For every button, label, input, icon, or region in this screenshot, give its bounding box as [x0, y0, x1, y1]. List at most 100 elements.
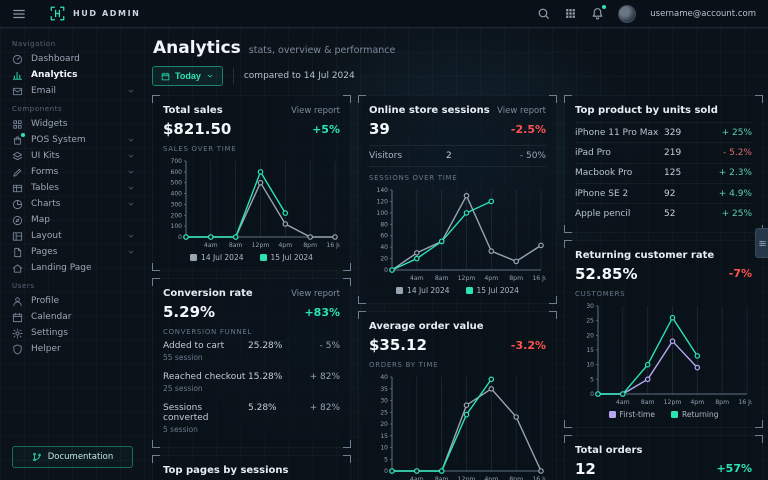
sidebar-item[interactable]: Widgets	[0, 116, 145, 132]
svg-text:4pm: 4pm	[484, 275, 498, 282]
view-report-link[interactable]: View report	[291, 105, 340, 116]
sidebar-item[interactable]: Analytics	[0, 67, 145, 83]
svg-text:4pm: 4pm	[278, 242, 292, 249]
card-title: Returning customer rate	[575, 249, 715, 261]
svg-text:4pm: 4pm	[690, 399, 704, 406]
sessions-delta: -2.5%	[510, 122, 546, 136]
account-email[interactable]: username@account.com	[650, 8, 756, 19]
funnel-step-sessions: 5 session	[163, 425, 198, 434]
topbar: HUD ADMIN username@account.com	[0, 0, 768, 28]
funnel-step-delta: - 5%	[319, 341, 340, 351]
svg-text:5: 5	[384, 456, 388, 463]
sidebar-item[interactable]: Pages	[0, 244, 145, 260]
sidebar-item[interactable]: POS System	[0, 132, 145, 148]
card-corner	[564, 434, 572, 443]
sidebar-item-label: Helper	[31, 344, 61, 354]
card-corner	[358, 311, 366, 319]
svg-text:500: 500	[171, 180, 183, 187]
card-corner	[343, 263, 351, 271]
card-corner	[152, 440, 160, 448]
visitors-delta: - 50%	[519, 151, 546, 161]
customers-chart: 0 5 10 15 20 25 30 4am 8am 12pm 4pm 8pm 16 Jul	[575, 301, 752, 407]
documentation-button[interactable]: Documentation	[12, 446, 133, 468]
card-corner	[343, 95, 351, 103]
legend-item[interactable]: Returning	[670, 409, 719, 419]
customizer-toggle[interactable]	[755, 228, 768, 258]
sidebar-section-users: Users Profile Calendar	[0, 276, 145, 357]
svg-text:16 Jul: 16 Jul	[738, 399, 752, 406]
notification-dot	[602, 5, 607, 9]
sidebar-item[interactable]: UI Kits	[0, 148, 145, 164]
brand-logo-icon[interactable]	[50, 6, 65, 21]
sidebar-item[interactable]: Charts	[0, 196, 145, 212]
sidebar-item[interactable]: Layout	[0, 228, 145, 244]
svg-text:40: 40	[380, 244, 388, 251]
legend-label: 14 Jul 2024	[201, 253, 244, 262]
documentation-label: Documentation	[47, 452, 114, 462]
funnel-row: Added to cart 55 session 25.28% - 5%	[163, 336, 340, 367]
legend-item[interactable]: 15 Jul 2024	[259, 253, 313, 262]
sidebar-item[interactable]: Map	[0, 212, 145, 228]
sessions-over-time-chart: 0 20 40 60 80 100 120 140 4am 8am 12pm 4pm 8pm 16 Jul	[369, 185, 546, 283]
legend-item[interactable]: 15 Jul 2024	[465, 286, 519, 295]
bell-icon[interactable]	[591, 5, 607, 20]
avatar[interactable]	[618, 4, 637, 23]
sidebar-item-label: Forms	[31, 167, 59, 177]
sidebar-item-icon	[12, 327, 23, 339]
svg-text:8am: 8am	[435, 275, 449, 282]
svg-text:15: 15	[380, 433, 388, 440]
svg-text:4am: 4am	[204, 242, 218, 249]
view-report-link[interactable]: View report	[497, 105, 546, 116]
legend-label: 15 Jul 2024	[270, 253, 313, 262]
sidebar-item[interactable]: Tables	[0, 180, 145, 196]
svg-text:40: 40	[380, 374, 388, 381]
sidebar-item-label: Profile	[31, 296, 59, 306]
legend-label: 14 Jul 2024	[407, 286, 450, 295]
product-delta: + 4.9%	[718, 188, 752, 199]
card-title: Online store sessions	[369, 105, 490, 116]
sidebar-item[interactable]: Dashboard	[0, 51, 145, 67]
apps-grid-icon[interactable]	[564, 7, 577, 20]
legend-item[interactable]: 14 Jul 2024	[396, 286, 450, 295]
sidebar-item[interactable]: Forms	[0, 164, 145, 180]
card-corner	[343, 455, 351, 463]
svg-text:20: 20	[380, 421, 388, 428]
svg-text:60: 60	[380, 233, 388, 240]
sidebar-item-icon	[12, 247, 23, 258]
sidebar-item[interactable]: Calendar	[0, 309, 145, 325]
legend-item[interactable]: 14 Jul 2024	[190, 253, 244, 262]
sidebar-item[interactable]: Settings	[0, 325, 145, 341]
search-icon[interactable]	[537, 7, 550, 20]
menu-icon[interactable]	[12, 7, 26, 21]
svg-text:20: 20	[380, 256, 388, 263]
product-delta: + 25%	[721, 127, 752, 138]
total-sales-delta: +5%	[312, 122, 340, 136]
sidebar-item[interactable]: Profile	[0, 293, 145, 309]
date-range-button[interactable]: Today	[152, 66, 223, 86]
product-name: iPhone 11 Pro Max	[575, 127, 659, 138]
card-corner	[564, 239, 572, 248]
svg-text:25: 25	[586, 317, 594, 324]
sidebar-item[interactable]: Helper	[0, 341, 145, 357]
sidebar-item[interactable]: Landing Page	[0, 260, 145, 276]
view-report-link[interactable]: View report	[291, 288, 340, 299]
svg-text:20: 20	[586, 332, 594, 339]
card-corner	[564, 419, 572, 428]
sidebar-section-components: Components Widgets POS System	[0, 99, 145, 276]
compare-text: compared to 14 Jul 2024	[243, 71, 355, 81]
product-units: 219	[664, 148, 682, 159]
legend-swatch	[670, 410, 678, 418]
legend-item[interactable]: First-time	[608, 410, 655, 419]
sidebar-item-icon	[12, 132, 25, 146]
chart-legend: First-time Returning	[575, 410, 752, 419]
product-row: iPhone 11 Pro Max 329 + 25%	[575, 123, 752, 144]
card-corner	[755, 419, 763, 428]
svg-text:4am: 4am	[616, 399, 630, 406]
sidebar-item[interactable]: Email	[0, 83, 145, 99]
legend-label: Returning	[681, 409, 719, 419]
chart-label: Sessions over time	[369, 174, 458, 182]
card-title: Top product by units sold	[575, 105, 718, 116]
card-title: Total sales	[163, 105, 223, 116]
product-row: iPad Pro 219 - 5.2%	[575, 143, 752, 164]
svg-text:0: 0	[178, 234, 182, 241]
